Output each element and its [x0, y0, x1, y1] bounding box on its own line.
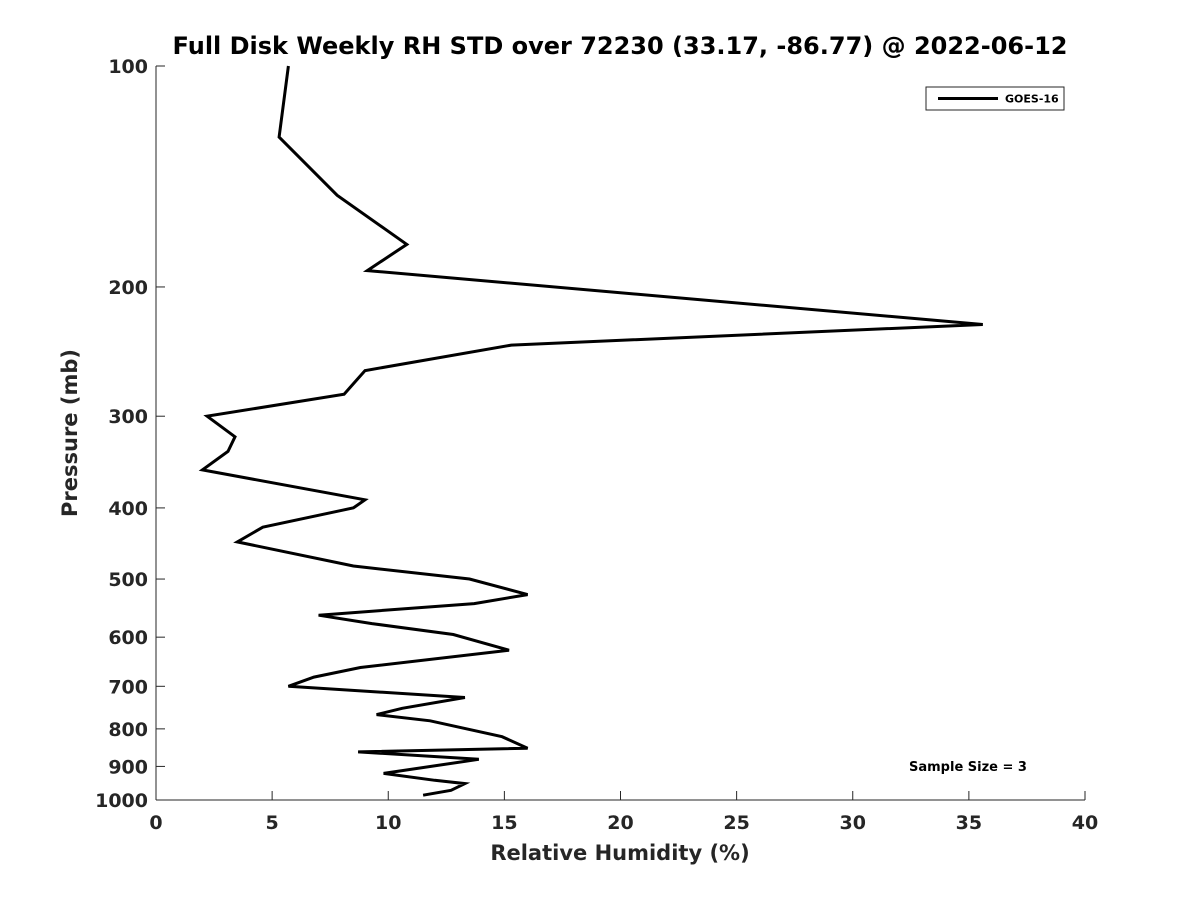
y-tick-label: 600	[108, 627, 148, 649]
y-tick-label: 200	[108, 277, 148, 299]
x-axis-ticks: 0 5 10 15 20 25 30 35 40	[149, 791, 1098, 834]
legend: GOES-16	[925, 86, 1065, 111]
x-axis-label: Relative Humidity (%)	[490, 841, 749, 865]
y-tick-label: 700	[108, 676, 148, 698]
y-tick-label: 400	[108, 498, 148, 520]
y-axis-label: Pressure (mb)	[58, 349, 82, 517]
y-tick-label: 800	[108, 719, 148, 741]
x-tick-label: 20	[607, 812, 633, 834]
y-axis-ticks: 100 200 300 400 500 600 700 800 900 1000	[95, 56, 165, 812]
x-tick-label: 35	[956, 812, 982, 834]
y-tick-label: 100	[108, 56, 148, 78]
y-tick-label: 1000	[95, 790, 148, 812]
plot-axes	[155, 66, 1085, 801]
x-tick-label: 15	[491, 812, 517, 834]
x-tick-label: 40	[1072, 812, 1098, 834]
x-tick-label: 30	[840, 812, 866, 834]
y-tick-label: 500	[108, 569, 148, 591]
x-tick-label: 10	[375, 812, 401, 834]
x-tick-label: 0	[149, 812, 162, 834]
series-line-goes-16	[198, 65, 983, 797]
y-tick-label: 300	[108, 406, 148, 428]
series-layer	[198, 65, 983, 797]
legend-label-goes-16: GOES-16	[1005, 93, 1059, 106]
y-tick-label: 900	[108, 756, 148, 778]
x-tick-label: 5	[266, 812, 279, 834]
sample-size-annotation: Sample Size = 3	[909, 760, 1027, 775]
x-tick-label: 25	[723, 812, 749, 834]
chart-title: Full Disk Weekly RH STD over 72230 (33.1…	[173, 32, 1068, 60]
